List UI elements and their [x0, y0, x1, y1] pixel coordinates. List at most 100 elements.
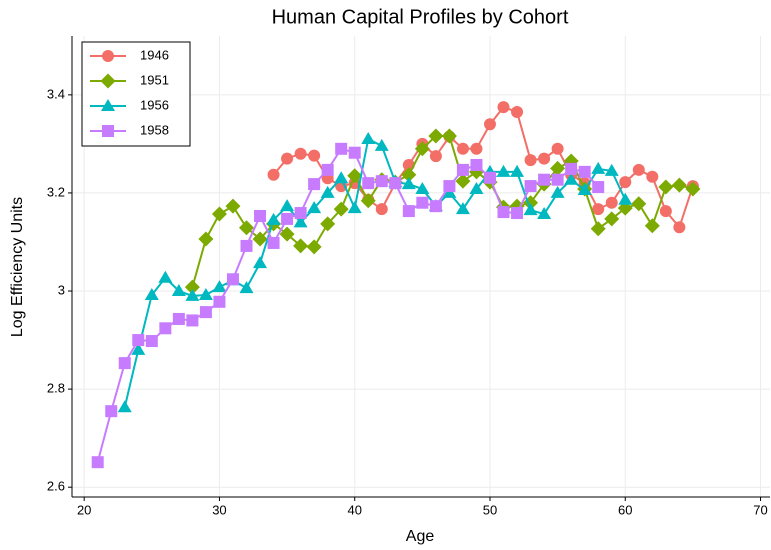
marker — [118, 357, 131, 370]
marker — [416, 196, 429, 209]
marker — [469, 182, 484, 195]
y-tick-label: 3.4 — [47, 86, 65, 101]
y-axis-label: Log Efficiency Units — [9, 197, 26, 337]
marker — [590, 221, 606, 237]
marker — [225, 198, 241, 214]
marker — [401, 167, 417, 183]
marker — [211, 206, 227, 222]
y-tick-label: 2.8 — [47, 381, 65, 396]
marker — [455, 173, 471, 189]
marker — [102, 125, 114, 137]
marker — [470, 158, 483, 171]
marker — [306, 239, 322, 255]
legend: 1946 1951 1956 1958 — [81, 41, 191, 147]
marker — [186, 314, 199, 327]
marker — [266, 212, 281, 225]
y-tick-label: 3 — [58, 282, 65, 297]
x-tick-label: 70 — [753, 502, 767, 517]
marker — [293, 215, 308, 228]
marker — [172, 312, 185, 325]
x-tick-label: 40 — [347, 502, 361, 517]
marker — [632, 163, 645, 176]
marker — [252, 231, 268, 247]
marker — [361, 131, 376, 144]
marker — [605, 196, 618, 209]
marker — [414, 141, 430, 157]
marker — [428, 128, 444, 144]
marker — [334, 171, 349, 184]
marker — [254, 209, 267, 222]
marker — [510, 164, 525, 177]
marker — [551, 142, 564, 155]
y-tick-label: 2.6 — [47, 479, 65, 494]
marker — [307, 201, 322, 214]
marker — [362, 177, 375, 190]
marker — [497, 206, 510, 219]
marker — [618, 192, 633, 205]
marker — [429, 200, 442, 213]
marker — [685, 181, 701, 197]
marker — [524, 154, 537, 167]
marker — [496, 164, 511, 177]
marker — [550, 160, 566, 176]
legend-label: 1946 — [140, 47, 169, 62]
marker — [551, 173, 564, 186]
chart-title: Human Capital Profiles by Cohort — [272, 6, 569, 28]
x-tick-label: 20 — [77, 502, 91, 517]
marker — [443, 180, 456, 193]
marker — [239, 220, 254, 236]
marker — [401, 177, 416, 190]
marker — [375, 175, 388, 188]
marker — [673, 221, 686, 234]
marker — [213, 295, 226, 308]
marker — [375, 203, 388, 216]
marker — [91, 456, 104, 469]
marker — [294, 147, 307, 160]
marker — [619, 176, 632, 189]
marker — [455, 202, 470, 215]
marker — [565, 162, 578, 175]
marker — [320, 216, 336, 232]
marker — [308, 149, 321, 162]
marker — [591, 161, 606, 174]
marker — [320, 185, 335, 198]
marker — [184, 279, 200, 295]
marker — [212, 280, 227, 293]
marker — [671, 177, 687, 193]
marker — [604, 211, 620, 227]
marker — [267, 168, 280, 181]
marker — [321, 163, 334, 176]
marker — [105, 405, 118, 418]
marker — [577, 182, 592, 195]
marker — [470, 142, 483, 155]
marker — [281, 212, 294, 225]
legend-label: 1956 — [140, 97, 169, 112]
x-axis-label: Age — [406, 528, 435, 545]
marker — [279, 226, 295, 242]
marker — [100, 73, 116, 89]
marker — [253, 256, 268, 269]
marker — [564, 172, 579, 185]
marker — [347, 168, 363, 184]
marker — [604, 163, 619, 176]
marker — [483, 118, 496, 131]
marker — [117, 400, 132, 413]
marker — [293, 238, 309, 254]
marker — [198, 231, 214, 247]
x-tick-label: 30 — [212, 502, 226, 517]
marker — [348, 146, 361, 159]
marker — [198, 287, 213, 300]
marker — [441, 128, 457, 144]
marker — [158, 270, 173, 283]
marker — [226, 273, 239, 286]
marker — [333, 201, 349, 217]
marker — [144, 287, 159, 300]
marker — [335, 142, 348, 155]
marker — [240, 239, 253, 252]
marker — [483, 171, 496, 184]
series-line — [96, 147, 599, 463]
marker — [523, 203, 538, 216]
y-tick-label: 3.2 — [47, 184, 65, 199]
marker — [132, 334, 145, 347]
